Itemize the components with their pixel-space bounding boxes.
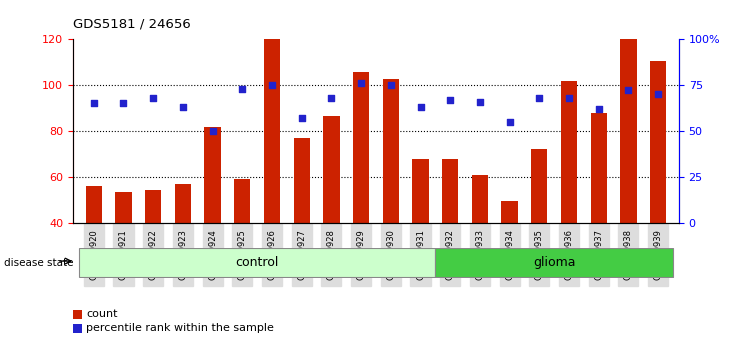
Bar: [435, 249, 673, 277]
Point: [504, 119, 515, 125]
Bar: [115, 192, 131, 223]
Point: [207, 128, 218, 134]
Bar: [264, 39, 280, 223]
Bar: [442, 159, 458, 223]
Bar: [85, 186, 102, 223]
Point: [593, 106, 604, 112]
Bar: [472, 175, 488, 223]
Bar: [383, 79, 399, 223]
Point: [266, 82, 278, 88]
Point: [237, 86, 248, 91]
Bar: [650, 61, 666, 223]
Text: glioma: glioma: [533, 256, 575, 269]
Text: GDS5181 / 24656: GDS5181 / 24656: [73, 17, 191, 30]
Point: [445, 97, 456, 103]
Bar: [323, 116, 339, 223]
Text: control: control: [236, 256, 279, 269]
Bar: [79, 249, 435, 277]
Point: [118, 101, 129, 106]
Text: disease state: disease state: [4, 258, 73, 268]
Bar: [591, 113, 607, 223]
Bar: [353, 72, 369, 223]
Point: [385, 82, 396, 88]
Bar: [502, 201, 518, 223]
Point: [356, 80, 367, 86]
Point: [623, 88, 634, 93]
Point: [534, 95, 545, 101]
Point: [177, 104, 189, 110]
Bar: [234, 179, 250, 223]
Text: count: count: [86, 309, 118, 319]
Bar: [561, 81, 577, 223]
Bar: [145, 190, 161, 223]
Point: [147, 95, 159, 101]
Point: [653, 91, 664, 97]
Bar: [174, 184, 191, 223]
Bar: [620, 39, 637, 223]
Bar: [204, 127, 220, 223]
Point: [88, 101, 99, 106]
Point: [563, 95, 575, 101]
Point: [415, 104, 426, 110]
Text: percentile rank within the sample: percentile rank within the sample: [86, 323, 274, 333]
Point: [474, 99, 485, 104]
Bar: [531, 149, 548, 223]
Point: [326, 95, 337, 101]
Bar: [293, 138, 310, 223]
Point: [296, 115, 307, 121]
Bar: [412, 159, 429, 223]
